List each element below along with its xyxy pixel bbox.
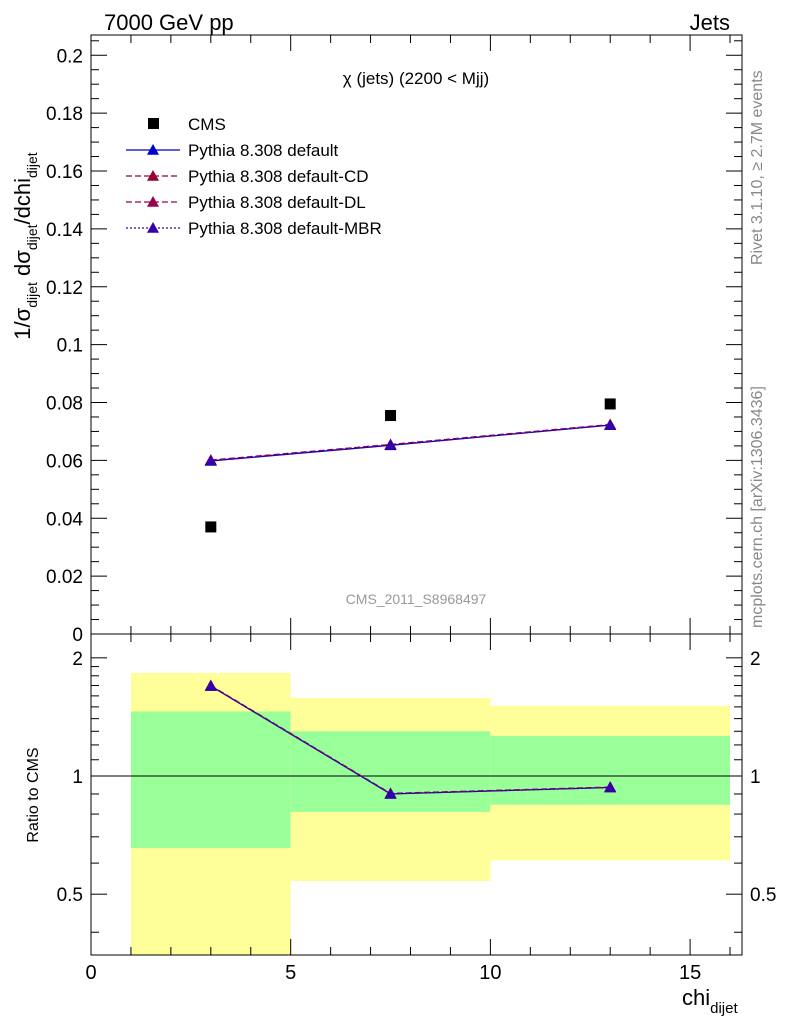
main-y-tick-label: 0 — [72, 625, 83, 646]
main-y-tick-label: 0.06 — [46, 451, 83, 472]
ratio-series-marker-3 — [384, 787, 397, 799]
energy-label: 7000 GeV pp — [104, 10, 234, 35]
ratio-inner-band-0 — [130, 711, 291, 849]
main-y-tick-label: 0.02 — [46, 567, 83, 588]
svg-text:chidijet: chidijet — [682, 985, 738, 1017]
series-marker-3 — [604, 419, 617, 430]
series-marker-3 — [204, 454, 217, 466]
legend-label-4: Pythia 8.308 default-MBR — [188, 219, 382, 238]
x-tick-label: 0 — [85, 962, 96, 984]
mcplots-label: mcplots.cern.ch [arXiv:1306.3436] — [749, 386, 766, 628]
cms-data-point — [604, 398, 616, 410]
ratio-y-tick-label-right: 1 — [750, 767, 761, 788]
ratio-y-tick-label: 2 — [72, 649, 83, 670]
cms-data-point — [385, 410, 397, 422]
legend-marker-3 — [147, 196, 159, 207]
ratio-inner-band-1 — [290, 731, 491, 812]
main-y-axis-label: 1/σdijet dσdijet/dchidijet — [10, 152, 40, 340]
series-line-3 — [210, 424, 611, 462]
x-tick-label: 15 — [679, 962, 701, 984]
main-y-tick-label: 0.08 — [46, 394, 83, 415]
legend-label-0: CMS — [188, 115, 226, 134]
main-y-tick-label: 0.18 — [46, 104, 83, 125]
x-tick-label: 5 — [285, 962, 296, 984]
ratio-series-marker-3 — [204, 679, 217, 691]
legend-cms-marker — [148, 118, 159, 129]
ratio-y-tick-label-right: 2 — [750, 649, 761, 670]
ratio-series-marker-3 — [604, 781, 617, 793]
ratio-plot-frame — [90, 633, 743, 956]
main-y-tick-label: 0.04 — [46, 509, 83, 530]
main-y-tick-label: 0.2 — [57, 46, 83, 67]
series-marker-3 — [384, 439, 397, 450]
rivet-version-label: Rivet 3.1.10, ≥ 2.7M events — [749, 70, 766, 265]
plot-title: χ (jets) (2200 < Mjj) — [343, 69, 489, 88]
legend-label-2: Pythia 8.308 default-CD — [188, 167, 369, 186]
legend-label-3: Pythia 8.308 default-DL — [188, 193, 366, 212]
ratio-inner-band-2 — [490, 735, 731, 805]
main-y-tick-label: 0.16 — [46, 162, 83, 183]
x-axis-label: chidijet — [682, 985, 738, 1017]
main-y-tick-label: 0.14 — [46, 220, 83, 241]
ratio-plot-panel: 0.5 0.5 1 1 2 2 0 5 10 15 Ratio to CMS — [25, 633, 776, 984]
cms-data-point — [205, 521, 217, 533]
ratio-y-axis-label: Ratio to CMS — [25, 747, 42, 842]
ratio-y-tick-label-right: 0.5 — [750, 885, 776, 906]
ratio-y-tick-label: 0.5 — [57, 885, 83, 906]
main-y-tick-label: 0.1 — [57, 336, 83, 357]
legend-marker-2 — [147, 170, 159, 181]
jets-label: Jets — [690, 10, 730, 35]
legend-label-1: Pythia 8.308 default — [188, 141, 339, 160]
x-tick-label: 10 — [479, 962, 501, 984]
legend: CMS Pythia 8.308 default Pythia 8.308 defa… — [126, 115, 382, 238]
svg-text:1/σdijet dσdijet/dchidijet: 1/σdijet dσdijet/dchidijet — [10, 152, 40, 340]
analysis-watermark: CMS_2011_S8968497 — [346, 591, 487, 607]
legend-marker-1 — [147, 144, 159, 155]
main-y-tick-label: 0.12 — [46, 278, 83, 299]
main-plot-panel: 00.020.040.060.080.10.120.140.160.180.2 … — [10, 34, 743, 646]
ratio-y-tick-label: 1 — [72, 767, 83, 788]
legend-marker-4 — [147, 222, 159, 233]
